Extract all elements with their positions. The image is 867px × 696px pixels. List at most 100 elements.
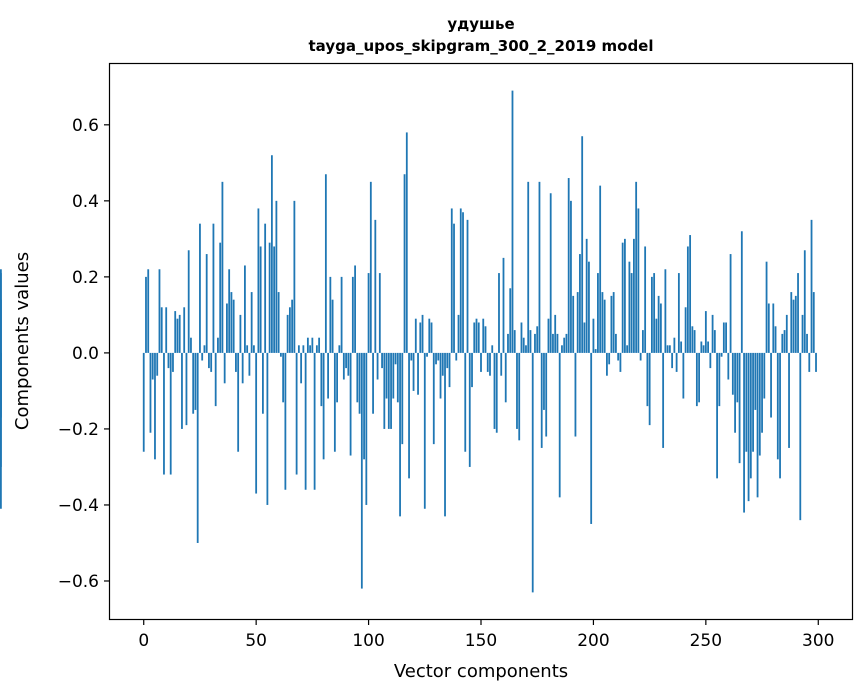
bar-component-39 bbox=[230, 292, 233, 353]
bar-component-218 bbox=[633, 238, 635, 353]
bar-component-289 bbox=[792, 299, 795, 353]
bar-component-222 bbox=[641, 330, 644, 353]
bar-component-118 bbox=[408, 352, 410, 479]
bar-component-103 bbox=[374, 219, 377, 353]
bar-component-201 bbox=[594, 349, 597, 353]
bar-component-130 bbox=[435, 352, 437, 365]
bar-component-9 bbox=[163, 352, 165, 475]
bar-component-128 bbox=[430, 322, 433, 353]
bar-component-246 bbox=[695, 352, 698, 407]
bar-component-283 bbox=[779, 352, 781, 479]
bar-component-4 bbox=[151, 352, 154, 380]
bar-component-116 bbox=[403, 174, 406, 353]
bar-component-200 bbox=[592, 318, 595, 353]
bar-component-59 bbox=[275, 200, 278, 353]
bar-component-139 bbox=[455, 352, 458, 361]
bar-component-292 bbox=[799, 352, 802, 521]
bar-component-214 bbox=[624, 238, 626, 353]
bar-component-60 bbox=[277, 292, 280, 353]
chart-title-word: удушье bbox=[447, 15, 514, 33]
bar-component-149 bbox=[477, 322, 480, 353]
bar-component-68 bbox=[295, 352, 298, 475]
bar-component-125 bbox=[423, 352, 426, 509]
bar-component-154 bbox=[489, 352, 491, 376]
bar-component-181 bbox=[549, 193, 552, 353]
bar-component-3 bbox=[149, 352, 152, 433]
bar-component-119 bbox=[410, 352, 413, 361]
bar-component-127 bbox=[428, 318, 431, 353]
bar-component-167 bbox=[518, 352, 521, 441]
bar-component-24 bbox=[196, 352, 199, 543]
bar-component-94 bbox=[354, 265, 356, 353]
bar-component-148 bbox=[475, 318, 478, 353]
bar-component-96 bbox=[358, 352, 361, 414]
bar-component-187 bbox=[563, 337, 566, 353]
bar-component-199 bbox=[590, 352, 593, 524]
bar-component-169 bbox=[522, 337, 525, 353]
bar-component-221 bbox=[639, 352, 642, 361]
bar-component-278 bbox=[767, 303, 770, 353]
bar-component-108 bbox=[385, 352, 388, 399]
bar-component-72 bbox=[304, 352, 307, 490]
y-axis-ticks: −0.6 −0.4 −0.2 0.0 0.2 0.4 0.6 bbox=[58, 116, 110, 592]
y-tick-label: −0.4 bbox=[58, 496, 99, 516]
bar-component-158 bbox=[498, 273, 500, 353]
y-tick-label: 0.6 bbox=[72, 116, 99, 136]
bar-component-129 bbox=[432, 352, 435, 445]
bar-component-208 bbox=[610, 295, 613, 353]
bar-component-136 bbox=[448, 352, 451, 388]
bar-component-109 bbox=[387, 352, 390, 429]
x-axis-label: Vector components bbox=[394, 661, 568, 682]
bar-component-undefined bbox=[0, 269, 2, 353]
bar-component-174 bbox=[534, 333, 536, 353]
bar-component-258 bbox=[722, 322, 725, 353]
bar-component-121 bbox=[414, 318, 417, 353]
bar-component-195 bbox=[581, 136, 584, 353]
bar-component-226 bbox=[650, 276, 653, 353]
bar-component-178 bbox=[543, 352, 545, 410]
bar-component-233 bbox=[666, 345, 669, 353]
bar-component-215 bbox=[626, 345, 629, 353]
bar-component-228 bbox=[655, 318, 658, 353]
bar-component-34 bbox=[219, 242, 222, 353]
bar-component-260 bbox=[727, 352, 730, 380]
bar-component-8 bbox=[160, 307, 163, 353]
bar-component-282 bbox=[776, 352, 779, 460]
bar-component-279 bbox=[770, 352, 772, 418]
bar-component-69 bbox=[297, 345, 300, 353]
bar-component-30 bbox=[210, 352, 213, 372]
bar-component-255 bbox=[716, 352, 718, 479]
bar-component-5 bbox=[154, 352, 156, 460]
bar-component-102 bbox=[372, 352, 374, 414]
bar-component-299 bbox=[815, 352, 817, 372]
bar-component-204 bbox=[601, 292, 604, 353]
bar-component-193 bbox=[576, 292, 579, 353]
bar-component-6 bbox=[156, 352, 159, 376]
bar-component-232 bbox=[664, 269, 667, 353]
bar-component-180 bbox=[547, 318, 550, 353]
bar-component-253 bbox=[711, 314, 714, 353]
bar-component-213 bbox=[621, 242, 624, 353]
bar-component-176 bbox=[538, 181, 541, 353]
bar-component-124 bbox=[421, 314, 424, 353]
bar-component-undefined bbox=[0, 352, 2, 509]
bar-component-168 bbox=[520, 322, 523, 353]
bar-component-41 bbox=[235, 352, 237, 372]
bar-component-47 bbox=[248, 352, 251, 376]
bar-component-251 bbox=[707, 341, 709, 353]
bar-component-160 bbox=[502, 257, 505, 353]
bar-component-291 bbox=[797, 273, 799, 353]
x-tick-label: 250 bbox=[690, 631, 722, 651]
bar-component-183 bbox=[554, 314, 557, 353]
bar-component-64 bbox=[286, 314, 289, 353]
bar-component-267 bbox=[743, 352, 745, 513]
bar-component-55 bbox=[266, 352, 269, 505]
bar-component-271 bbox=[752, 352, 754, 452]
bar-component-45 bbox=[244, 265, 246, 353]
bar-component-177 bbox=[540, 352, 543, 448]
bar-component-190 bbox=[570, 200, 572, 353]
bar-component-undefined bbox=[0, 352, 2, 380]
x-tick-label: 0 bbox=[138, 631, 149, 651]
bar-component-203 bbox=[599, 185, 602, 353]
bar-component-179 bbox=[545, 352, 548, 437]
